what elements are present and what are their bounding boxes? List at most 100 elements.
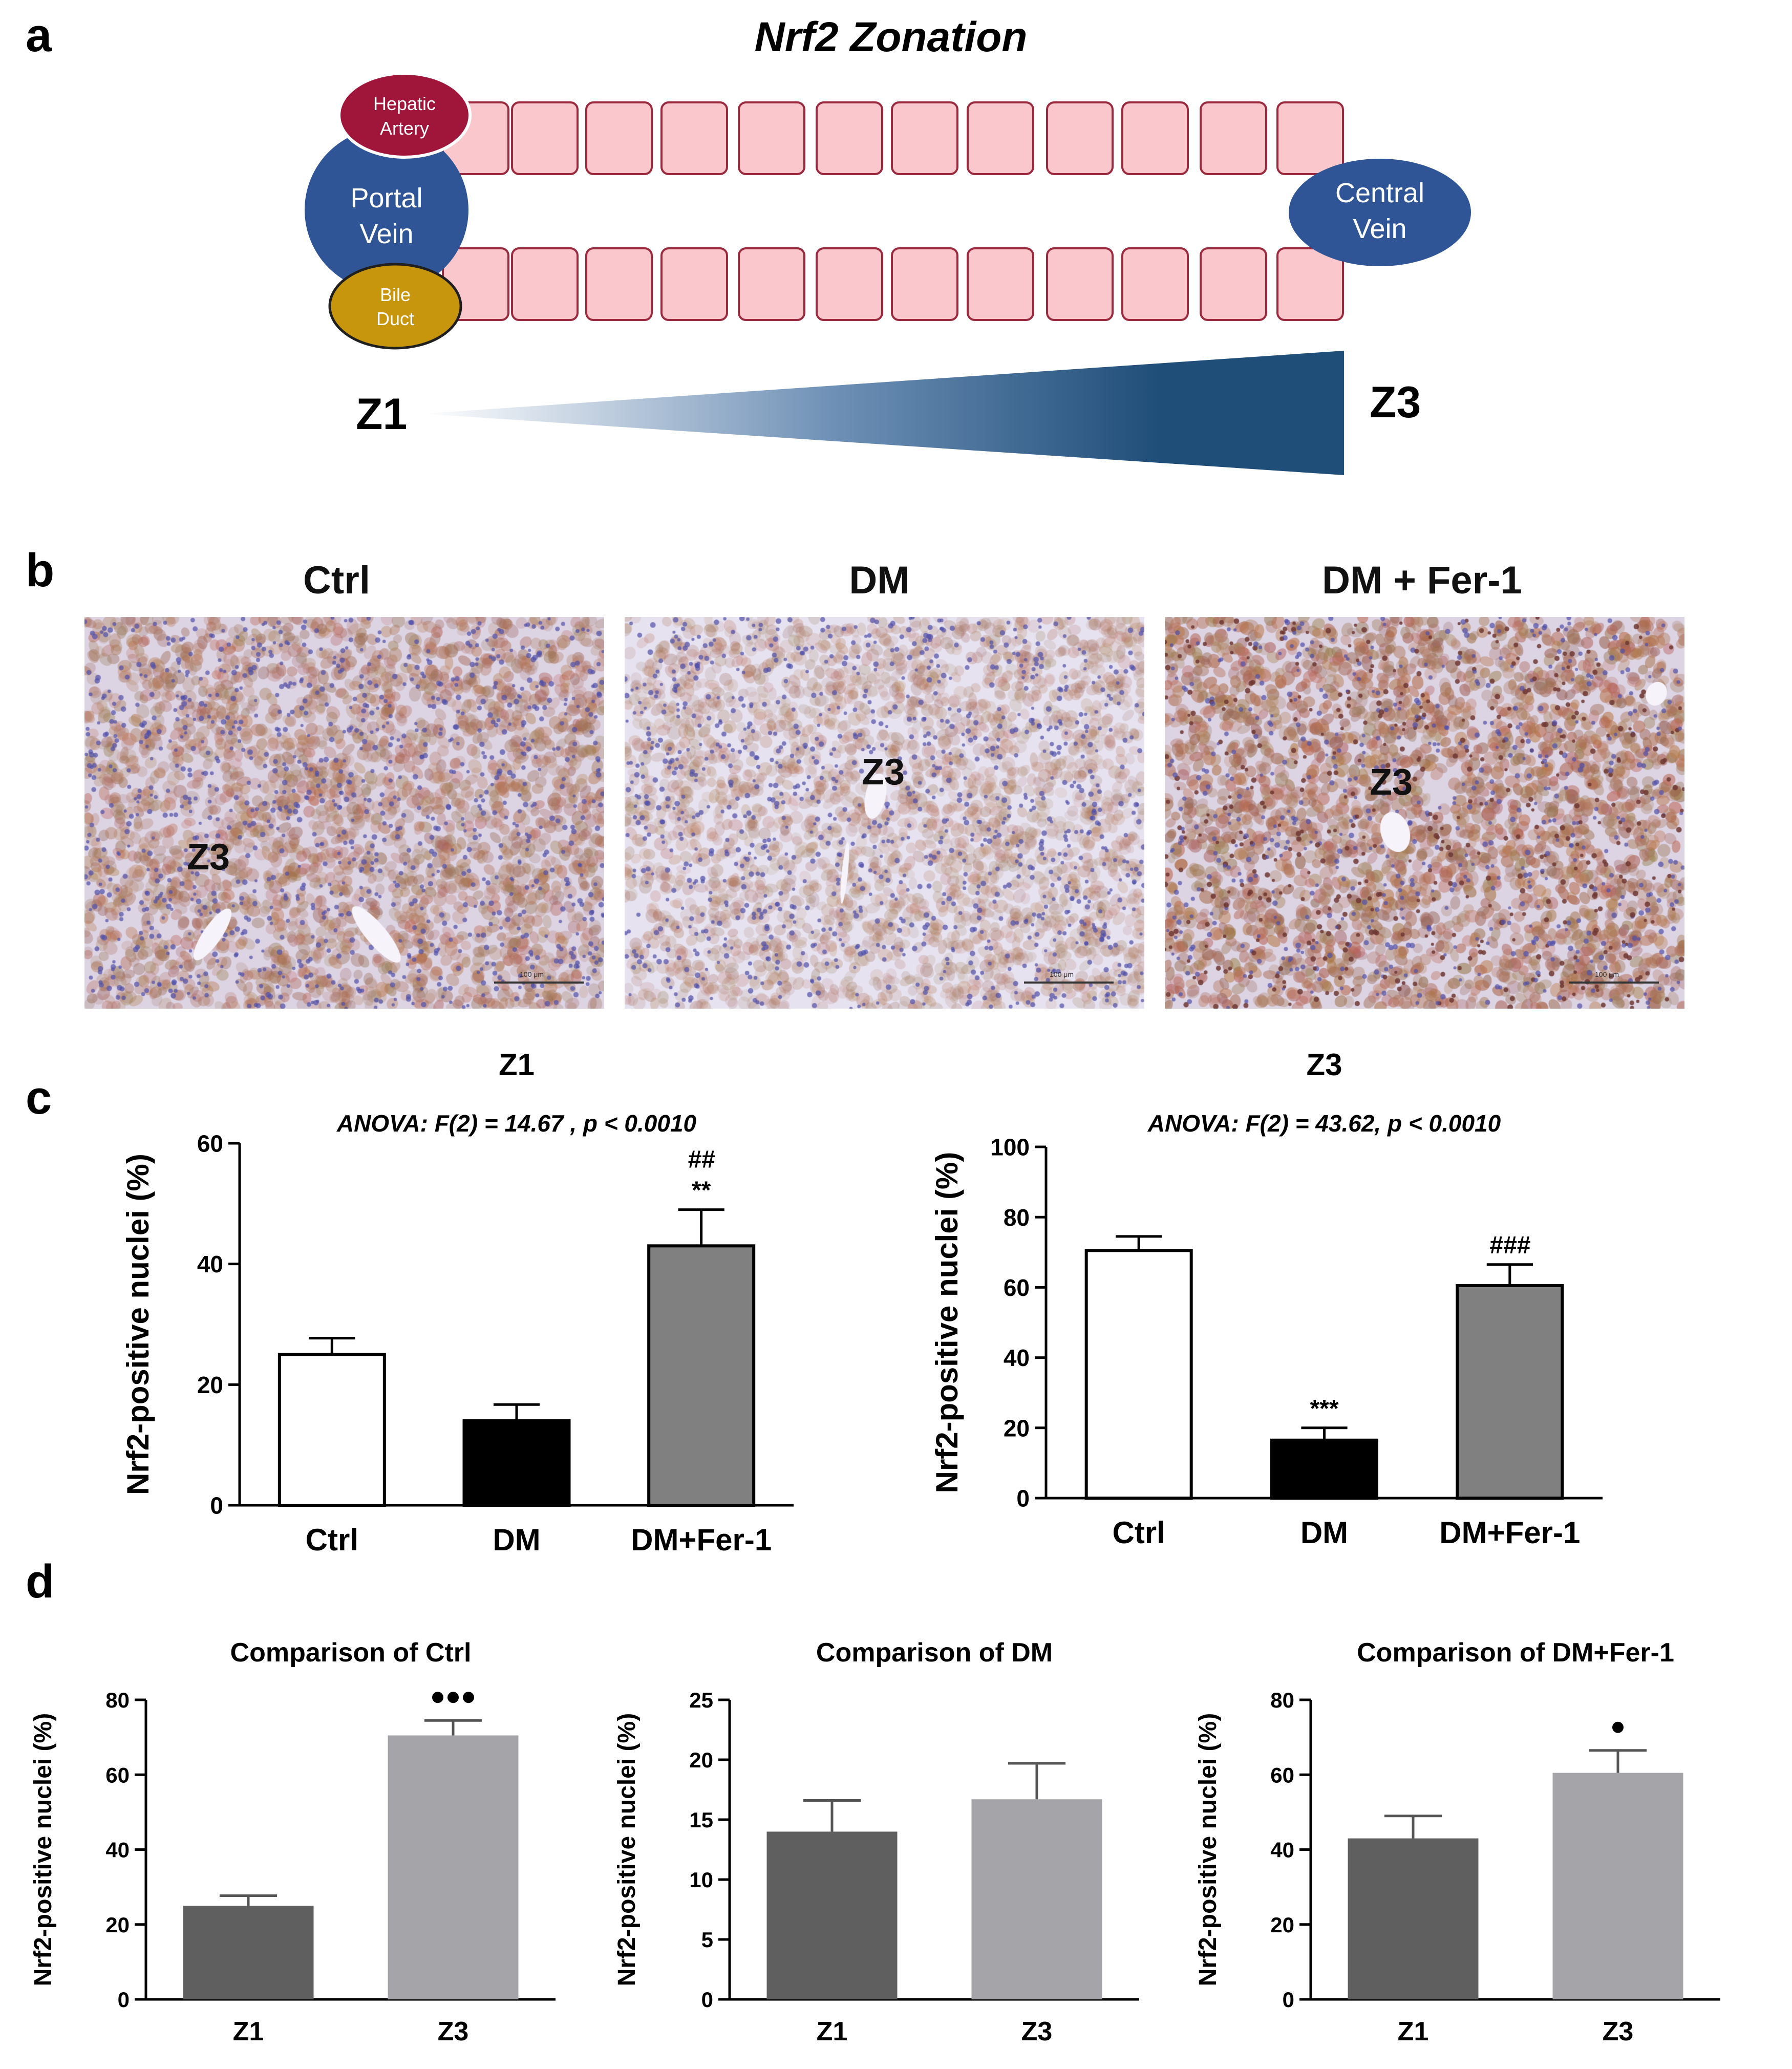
scale-bar-label: 100 μm xyxy=(1595,970,1619,978)
bar-dm-fer-1 xyxy=(1456,1284,1564,1500)
x-tick-label: Z1 xyxy=(817,2017,848,2046)
zone-start-label: Z1 xyxy=(356,390,407,439)
bar-z3 xyxy=(388,1735,519,1999)
chart-title: Comparison of DM+Fer-1 xyxy=(1357,1638,1674,1668)
zone-label-z3: Z3 xyxy=(1370,762,1413,803)
panel-letter-d: d xyxy=(26,1555,54,1608)
bar-ctrl xyxy=(1084,1249,1193,1500)
significance-marker: ** xyxy=(692,1177,711,1204)
significance-marker: *** xyxy=(1310,1395,1338,1422)
histology-title-ctrl: Ctrl xyxy=(303,559,370,602)
hepatocyte-cell xyxy=(738,247,805,321)
chart-title: Comparison of DM xyxy=(816,1638,1053,1668)
y-tick-label: 40 xyxy=(1004,1345,1030,1371)
bile-duct: Bile Duct xyxy=(328,263,462,350)
y-axis-label: Nrf2-positive nuclei (%) xyxy=(121,1154,155,1495)
panel-letter-c: c xyxy=(26,1072,52,1124)
hepatocyte-cell xyxy=(891,247,958,321)
hepatocyte-cell xyxy=(967,101,1034,175)
hepatocyte-cell xyxy=(1200,101,1267,175)
svg-text:Portal: Portal xyxy=(350,183,422,214)
bar-z3 xyxy=(971,1799,1102,1999)
y-tick-label: 80 xyxy=(1004,1204,1030,1231)
y-tick-label: 5 xyxy=(701,1928,713,1952)
bar-ctrl xyxy=(278,1353,386,1507)
scale-bar xyxy=(1569,982,1659,984)
y-tick-label: 0 xyxy=(1283,1988,1294,2012)
hepatic-artery: Hepatic Artery xyxy=(337,72,472,159)
y-tick-label: 0 xyxy=(118,1988,130,2012)
scale-bar xyxy=(1024,982,1114,984)
y-axis-label: Nrf2-positive nuclei (%) xyxy=(30,1713,57,1986)
hepatocyte-cell xyxy=(1276,101,1344,175)
hepatocyte-cell xyxy=(816,247,883,321)
chart-subtitle: ANOVA: F(2) = 14.67 , p < 0.0010 xyxy=(336,1110,697,1137)
y-axis-label: Nrf2-positive nuclei (%) xyxy=(1194,1713,1222,1986)
chart-title: Z3 xyxy=(1306,1048,1342,1082)
chart-z3: Z3 ANOVA: F(2) = 43.62, p < 0.0010 Nrf2-po… xyxy=(930,1048,1603,1550)
hepatocyte-cell xyxy=(1046,247,1114,321)
x-tick-label: DM xyxy=(1300,1516,1348,1550)
y-tick-label: 20 xyxy=(689,1748,713,1772)
y-tick-label: 80 xyxy=(105,1688,130,1712)
bar-z1 xyxy=(1348,1838,1479,1999)
y-tick-label: 80 xyxy=(1270,1688,1294,1712)
x-tick-label: DM+Fer-1 xyxy=(631,1523,772,1557)
y-tick-label: 10 xyxy=(689,1868,713,1892)
svg-text:Vein: Vein xyxy=(359,219,413,249)
hepatocyte-cell xyxy=(1121,247,1189,321)
zone-label-z3: Z3 xyxy=(187,837,230,878)
svg-text:Artery: Artery xyxy=(380,118,429,139)
significance-dot xyxy=(447,1692,459,1703)
x-tick-label: Z3 xyxy=(1021,2017,1053,2046)
chart-title: Z1 xyxy=(499,1048,535,1082)
y-tick-label: 40 xyxy=(1270,1838,1294,1862)
x-tick-label: Ctrl xyxy=(1112,1516,1165,1550)
y-axis-label: Nrf2-positive nuclei (%) xyxy=(613,1713,641,1986)
hepatocyte-cell xyxy=(1046,101,1114,175)
histology-title-dm-fer1: DM + Fer-1 xyxy=(1322,559,1522,602)
significance-dot xyxy=(1612,1721,1624,1733)
hepatocyte-cell xyxy=(511,247,579,321)
hepatocyte-cell xyxy=(816,101,883,175)
histology-image-dm: Z3 100 μm xyxy=(625,617,1144,1009)
hepatocyte-cell xyxy=(891,101,958,175)
x-tick-label: Ctrl xyxy=(306,1523,358,1557)
y-tick-label: 0 xyxy=(210,1492,223,1519)
hepatocyte-cell xyxy=(660,101,728,175)
hepatocyte-cell xyxy=(738,101,805,175)
significance-dot xyxy=(432,1692,443,1703)
bar-z3 xyxy=(1552,1773,1683,1999)
y-tick-label: 60 xyxy=(1004,1274,1030,1301)
hepatocyte-cell xyxy=(1276,247,1344,321)
central-vein: Central Vein xyxy=(1289,159,1471,266)
hepatocyte-cell xyxy=(1200,247,1267,321)
y-tick-label: 0 xyxy=(701,1988,713,2012)
hepatocyte-row-top xyxy=(442,101,1344,175)
bar-z1 xyxy=(183,1906,314,1999)
svg-text:Vein: Vein xyxy=(1353,214,1406,244)
y-tick-label: 40 xyxy=(105,1838,130,1862)
y-tick-label: 20 xyxy=(1270,1913,1294,1937)
y-tick-label: 25 xyxy=(689,1688,713,1712)
chart-comparison-dm-fer1: Comparison of DM+Fer-1 Nrf2-positive nucl… xyxy=(1194,1638,1720,2046)
scale-bar xyxy=(494,982,584,984)
hepatocyte-cell xyxy=(967,247,1034,321)
hepatocyte-cell xyxy=(585,101,653,175)
bar-dm xyxy=(462,1419,571,1507)
y-axis-label: Nrf2-positive nuclei (%) xyxy=(930,1152,964,1494)
histology-image-dm-fer1: Z3 100 μm xyxy=(1165,617,1684,1009)
y-tick-label: 0 xyxy=(1016,1485,1030,1512)
significance-marker: ## xyxy=(688,1146,715,1174)
y-tick-label: 60 xyxy=(105,1763,130,1787)
svg-text:Hepatic: Hepatic xyxy=(373,93,436,114)
significance-marker: ### xyxy=(1489,1232,1530,1259)
bar-z1 xyxy=(766,1831,898,1999)
panel-a-title: Nrf2 Zonation xyxy=(755,14,1028,60)
chart-z1: Z1 ANOVA: F(2) = 14.67 , p < 0.0010 Nrf2-p… xyxy=(121,1048,794,1557)
y-tick-label: 20 xyxy=(1004,1415,1030,1441)
portal-vein: Portal Vein xyxy=(305,128,468,292)
histology-title-dm: DM xyxy=(849,559,910,602)
zonation-gradient-wedge xyxy=(422,351,1344,475)
significance-dot xyxy=(463,1692,474,1703)
